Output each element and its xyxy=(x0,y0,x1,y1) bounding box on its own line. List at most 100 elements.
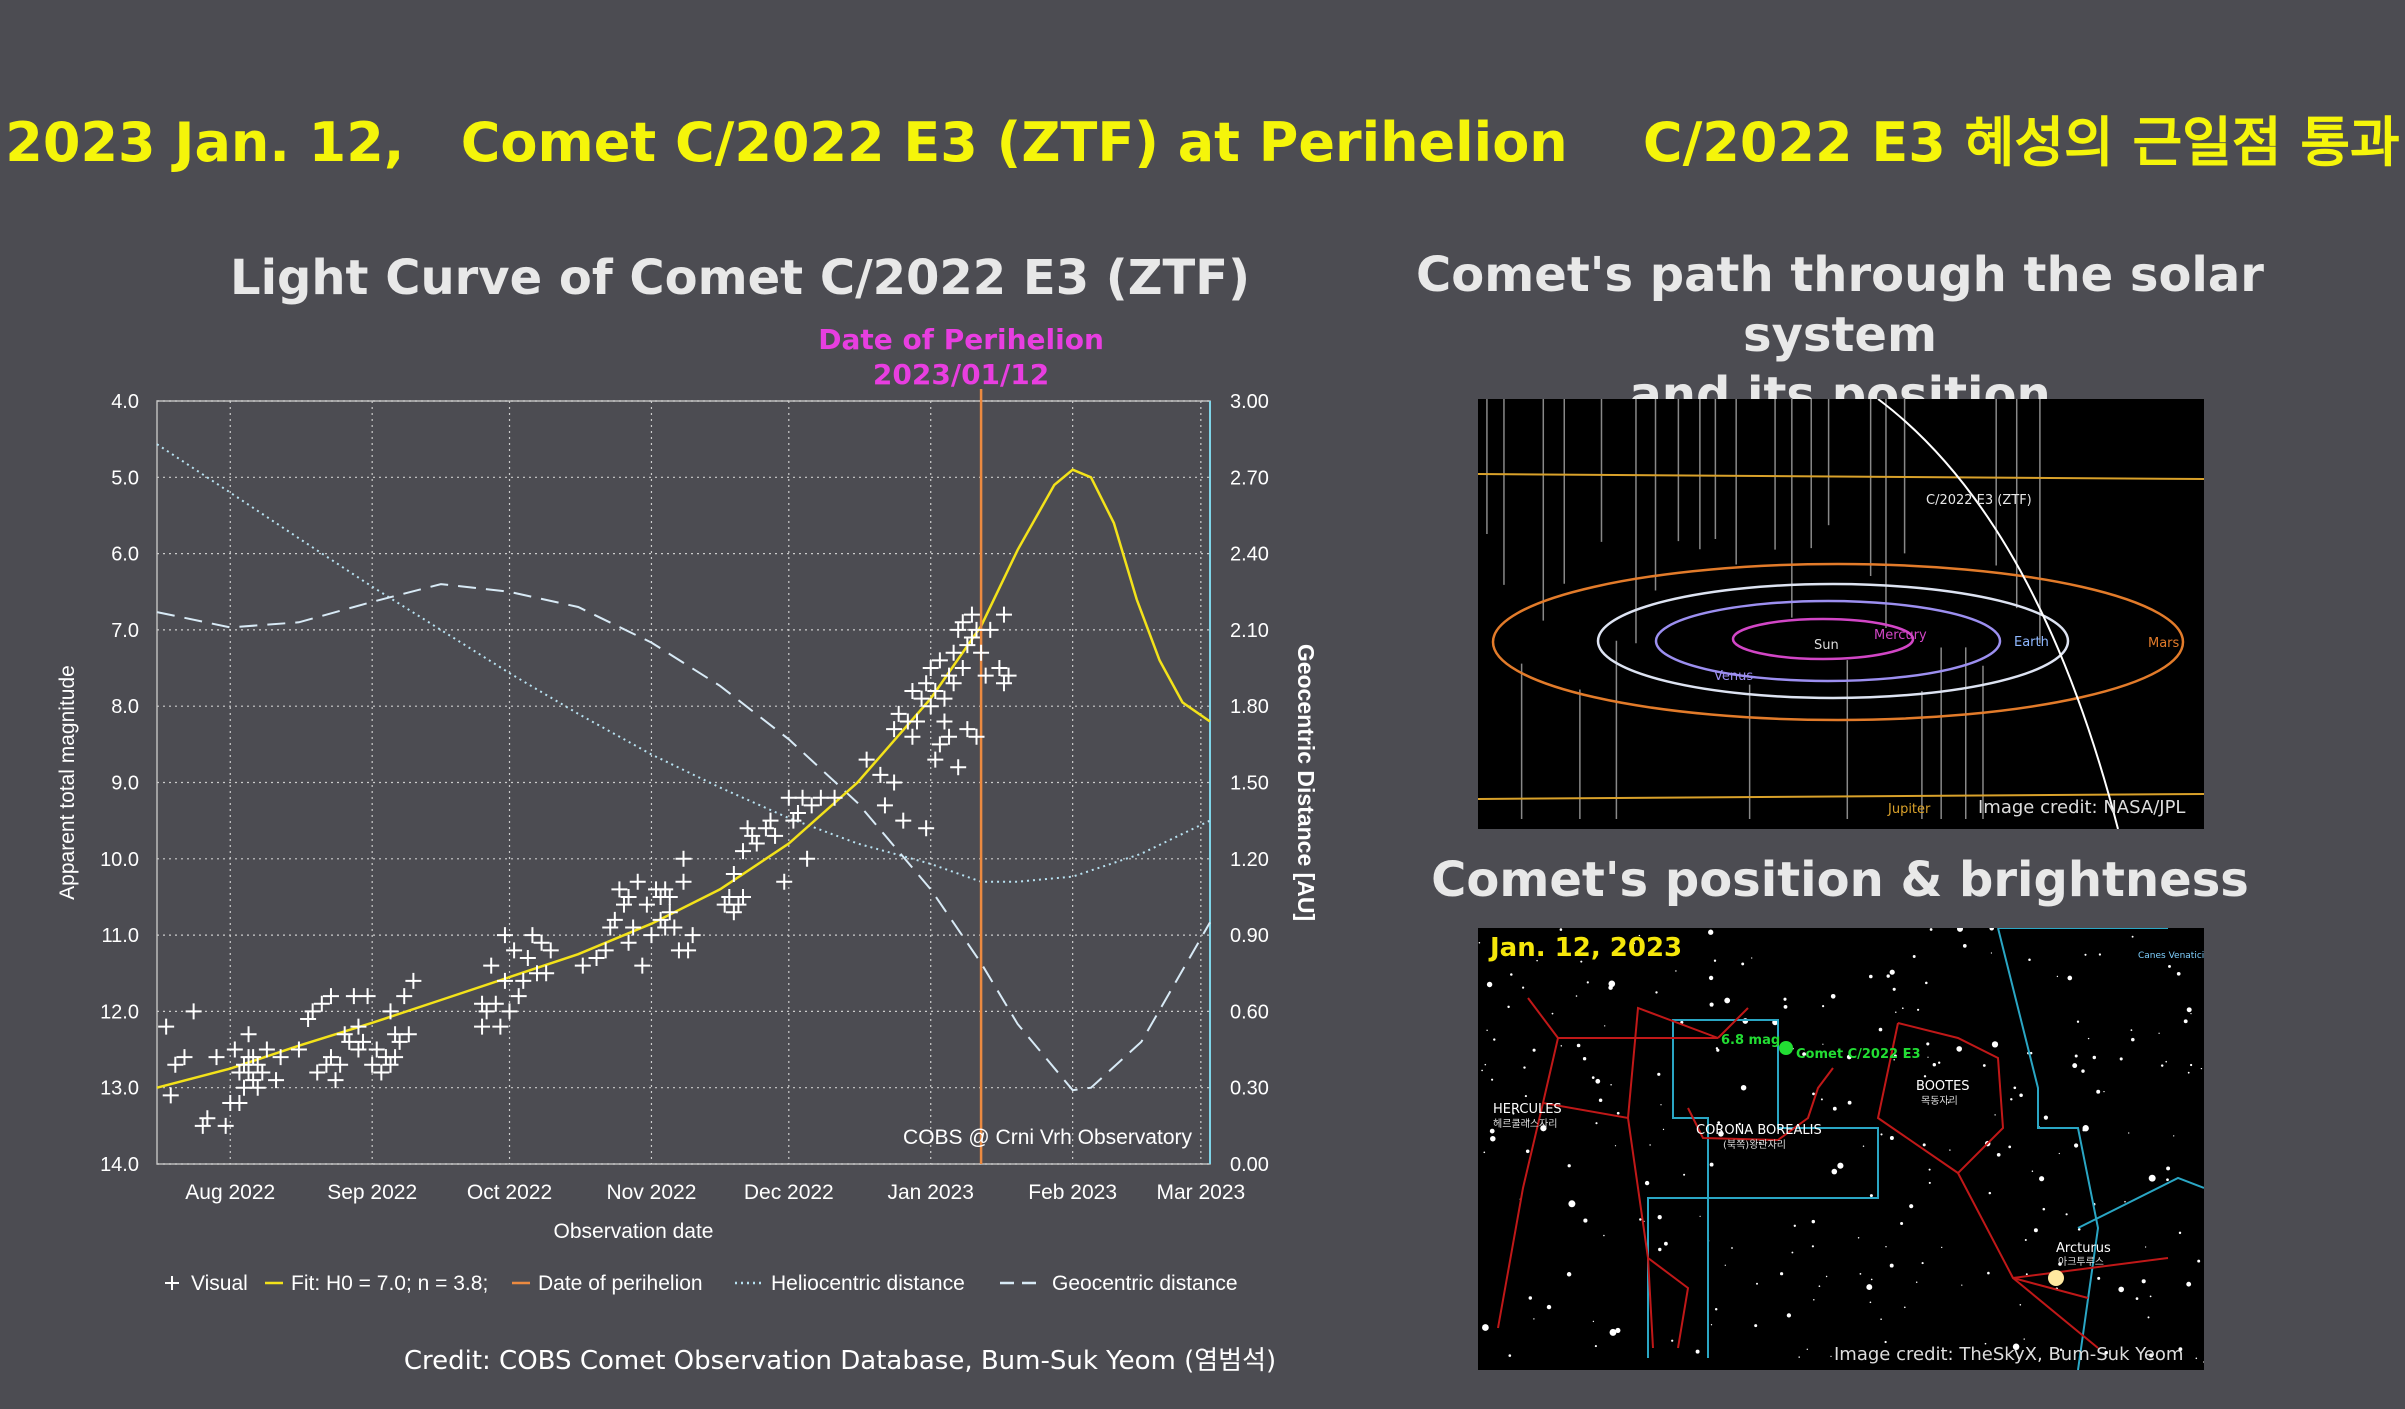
visual-observation xyxy=(785,812,802,829)
star xyxy=(1791,1251,1794,1254)
star xyxy=(1862,1145,1865,1147)
star xyxy=(2065,1213,2068,1216)
visual-observation xyxy=(162,1087,179,1104)
star xyxy=(1662,1128,1665,1131)
y2-tick-label: 2.40 xyxy=(1230,544,1269,566)
chart-credit: Credit: COBS Comet Observation Database,… xyxy=(403,1346,1277,1376)
visual-observation xyxy=(922,660,939,677)
comet-label: C/2022 E3 (ZTF) xyxy=(1926,493,2032,508)
star xyxy=(2097,1276,2101,1280)
arcturus-star xyxy=(2048,1270,2064,1286)
visual-observation xyxy=(199,1110,216,1127)
star xyxy=(1481,1069,1483,1072)
star xyxy=(1616,1111,1620,1115)
star xyxy=(1586,981,1589,984)
star xyxy=(1837,1162,1844,1169)
visual-observation xyxy=(936,713,953,730)
star xyxy=(1649,1144,1651,1146)
x-tick-label: Mar 2023 xyxy=(1156,1181,1245,1204)
star xyxy=(2084,953,2087,956)
star xyxy=(1929,928,1933,931)
star xyxy=(1822,1005,1825,1008)
visual-observation xyxy=(478,1003,495,1020)
x-tick-label: Feb 2023 xyxy=(1028,1181,1117,1204)
star xyxy=(1523,1066,1526,1069)
star xyxy=(1889,1263,1894,1268)
star xyxy=(1956,1046,1962,1052)
visual-observation xyxy=(767,827,784,844)
comet-magnitude: 6.8 mag xyxy=(1721,1033,1780,1048)
visual-observation xyxy=(922,698,939,715)
star xyxy=(2165,1060,2167,1063)
visual-observation xyxy=(290,1041,307,1058)
hercules-label: HERCULES xyxy=(1493,1102,1562,1117)
visual-observation xyxy=(675,850,692,867)
star xyxy=(1608,980,1616,988)
visual-observation xyxy=(858,751,875,768)
star xyxy=(2072,1063,2078,1069)
star xyxy=(1938,1061,1941,1064)
x-tick-label: Aug 2022 xyxy=(185,1181,275,1204)
earth-orbit xyxy=(1596,582,2070,700)
star xyxy=(1889,969,1895,975)
visual-observation xyxy=(519,949,536,966)
visual-observation xyxy=(666,919,683,936)
comet-name-label: Comet C/2022 E3 xyxy=(1796,1047,1921,1062)
star xyxy=(1754,1324,1758,1328)
star xyxy=(2029,1051,2033,1055)
visual-observation xyxy=(492,1018,509,1035)
visual-observation xyxy=(799,850,816,867)
y2-tick-label: 0.60 xyxy=(1230,1001,1269,1023)
visual-observation xyxy=(496,972,513,989)
star xyxy=(2158,1032,2160,1034)
star xyxy=(2149,1353,2154,1358)
chart-title: Light Curve of Comet C/2022 E3 (ZTF) xyxy=(229,250,1251,306)
visual-observation xyxy=(876,797,893,814)
visual-observation xyxy=(918,675,935,692)
star xyxy=(2200,1067,2203,1070)
visual-observation xyxy=(217,1117,234,1134)
star xyxy=(1957,928,1963,932)
star xyxy=(1893,1059,1895,1061)
star xyxy=(2190,1012,2192,1015)
star xyxy=(2189,1063,2193,1067)
star xyxy=(2096,1089,2101,1094)
star xyxy=(2144,1246,2147,1248)
star xyxy=(2039,1176,2045,1182)
visual-observation xyxy=(725,904,742,921)
star xyxy=(1709,1162,1714,1167)
visual-observation xyxy=(359,988,376,1005)
visual-observation xyxy=(515,972,532,989)
visual-observation xyxy=(249,1056,266,1073)
visual-observation xyxy=(730,896,747,913)
visual-observation xyxy=(542,942,559,959)
visual-observation xyxy=(954,614,971,631)
star xyxy=(2178,1347,2183,1352)
visual-observation xyxy=(927,751,944,768)
visual-observation xyxy=(739,820,756,837)
star xyxy=(2028,958,2031,962)
star xyxy=(2098,953,2102,956)
star xyxy=(1484,1063,1487,1066)
star xyxy=(1644,1180,1650,1186)
visual-observation xyxy=(963,606,980,623)
visual-observation xyxy=(597,942,614,959)
star xyxy=(1909,1204,1914,1209)
star xyxy=(1866,1284,1873,1291)
star xyxy=(2031,1170,2034,1172)
star xyxy=(2195,1357,2198,1360)
star xyxy=(1527,1119,1530,1122)
star xyxy=(1990,952,1993,954)
visual-observation xyxy=(886,721,903,738)
star xyxy=(1683,1173,1686,1176)
star xyxy=(2042,1207,2046,1211)
arcturus-label: Arcturus xyxy=(2056,1241,2111,1256)
star xyxy=(1591,1076,1595,1079)
visual-observation xyxy=(680,942,697,959)
star xyxy=(1928,1181,1931,1184)
star xyxy=(1559,928,1563,931)
star xyxy=(1870,1278,1873,1281)
visual-observation xyxy=(904,728,921,745)
star xyxy=(1822,1043,1824,1045)
star xyxy=(1818,1285,1821,1288)
